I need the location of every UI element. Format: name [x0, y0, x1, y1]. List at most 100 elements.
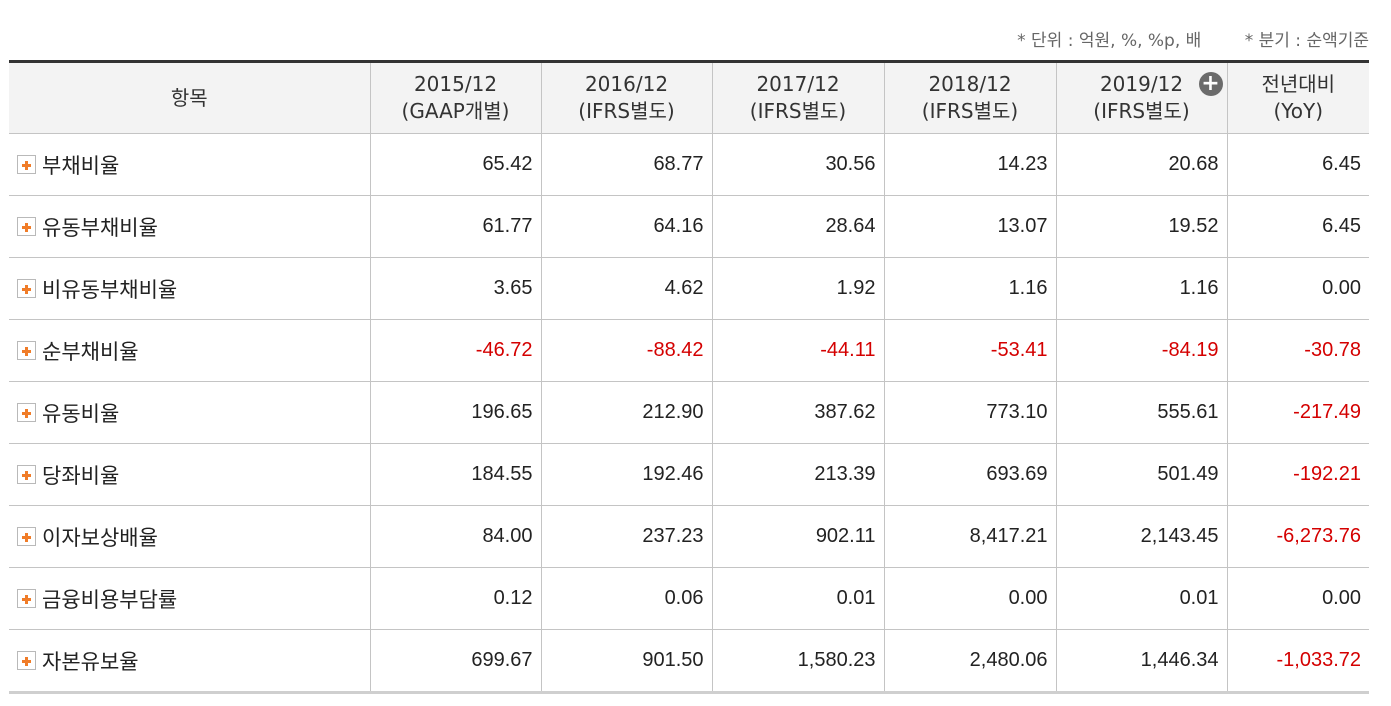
- financial-ratio-table: 항목 2015/12 (GAAP개별) 2016/12 (IFRS별도) 201…: [9, 60, 1369, 694]
- value-cell: 192.46: [540, 443, 712, 506]
- table-row: 비유동부채비율 3.65 4.62 1.92 1.16 1.16 0.00: [9, 257, 1369, 320]
- row-label: 유동비율: [42, 401, 120, 426]
- value-cell: -44.11: [711, 319, 884, 382]
- expand-row-icon[interactable]: [17, 279, 36, 298]
- expand-row-icon[interactable]: [17, 217, 36, 236]
- value-cell: 196.65: [369, 381, 541, 444]
- value-cell: -217.49: [1226, 381, 1369, 444]
- value-cell: 501.49: [1055, 443, 1227, 506]
- row-label-cell: 금융비용부담률: [9, 567, 370, 630]
- row-label-cell: 순부채비율: [9, 319, 370, 382]
- row-label: 부채비율: [42, 153, 120, 178]
- row-label: 순부채비율: [42, 339, 139, 364]
- value-cell: -84.19: [1055, 319, 1227, 382]
- value-cell: -88.42: [540, 319, 712, 382]
- value-cell: 2,143.45: [1055, 505, 1227, 568]
- row-label-cell: 자본유보율: [9, 629, 370, 694]
- row-label-cell: 이자보상배율: [9, 505, 370, 568]
- column-header-yoy: 전년대비 (YoY): [1226, 60, 1369, 134]
- value-cell: 213.39: [711, 443, 884, 506]
- table-row: 부채비율 65.42 68.77 30.56 14.23 20.68 6.45: [9, 133, 1369, 196]
- row-label-cell: 유동비율: [9, 381, 370, 444]
- value-cell: 13.07: [883, 195, 1056, 258]
- table-row: 금융비용부담률 0.12 0.06 0.01 0.00 0.01 0.00: [9, 567, 1369, 630]
- unit-note: * 단위 : 억원, %, %p, 배: [1017, 31, 1202, 51]
- value-cell: 773.10: [883, 381, 1056, 444]
- value-cell: 0.00: [883, 567, 1056, 630]
- column-header-period: 전년대비: [1261, 72, 1336, 96]
- expand-row-icon[interactable]: [17, 341, 36, 360]
- table-body: 부채비율 65.42 68.77 30.56 14.23 20.68 6.45 유동부채비율 6…: [9, 133, 1369, 694]
- column-header-item: 항목: [9, 60, 370, 134]
- value-cell: 237.23: [540, 505, 712, 568]
- column-header-basis: (IFRS별도): [1093, 99, 1190, 123]
- expand-row-icon[interactable]: [17, 403, 36, 422]
- value-cell: 84.00: [369, 505, 541, 568]
- value-cell: 1,446.34: [1055, 629, 1227, 694]
- value-cell: -30.78: [1226, 319, 1369, 382]
- table-row: 유동비율 196.65 212.90 387.62 773.10 555.61 -217.4…: [9, 381, 1369, 444]
- value-cell: 902.11: [711, 505, 884, 568]
- row-label-cell: 당좌비율: [9, 443, 370, 506]
- value-cell: 64.16: [540, 195, 712, 258]
- financial-ratio-table-container: 항목 2015/12 (GAAP개별) 2016/12 (IFRS별도) 201…: [9, 60, 1369, 694]
- value-cell: 184.55: [369, 443, 541, 506]
- header-row: 항목 2015/12 (GAAP개별) 2016/12 (IFRS별도) 201…: [9, 60, 1369, 134]
- expand-row-icon[interactable]: [17, 589, 36, 608]
- row-label: 이자보상배율: [42, 525, 158, 550]
- value-cell: 4.62: [540, 257, 712, 320]
- value-cell: 0.00: [1226, 567, 1369, 630]
- row-label: 금융비용부담률: [42, 587, 178, 612]
- value-cell: 0.12: [369, 567, 541, 630]
- value-cell: 699.67: [369, 629, 541, 694]
- value-cell: 6.45: [1226, 195, 1369, 258]
- basis-note: * 분기 : 순액기준: [1244, 31, 1369, 51]
- table-row: 자본유보율 699.67 901.50 1,580.23 2,480.06 1,446.3…: [9, 629, 1369, 694]
- value-cell: 0.01: [1055, 567, 1227, 630]
- value-cell: 693.69: [883, 443, 1056, 506]
- value-cell: 28.64: [711, 195, 884, 258]
- value-cell: 0.01: [711, 567, 884, 630]
- value-cell: 20.68: [1055, 133, 1227, 196]
- value-cell: 387.62: [711, 381, 884, 444]
- value-cell: 1.92: [711, 257, 884, 320]
- plus-circle-icon[interactable]: +: [1198, 72, 1223, 96]
- column-header-2018: 2018/12 (IFRS별도): [883, 60, 1056, 134]
- expand-row-icon[interactable]: [17, 155, 36, 174]
- value-cell: 1.16: [1055, 257, 1227, 320]
- column-header-period: 2015/12: [413, 72, 498, 96]
- column-header-basis: (GAAP개별): [401, 99, 510, 123]
- value-cell: 6.45: [1226, 133, 1369, 196]
- value-cell: 19.52: [1055, 195, 1227, 258]
- value-cell: -46.72: [369, 319, 541, 382]
- column-header-basis: (YoY): [1273, 99, 1324, 123]
- value-cell: 555.61: [1055, 381, 1227, 444]
- value-cell: 0.06: [540, 567, 712, 630]
- expand-row-icon[interactable]: [17, 465, 36, 484]
- expand-row-icon[interactable]: [17, 527, 36, 546]
- value-cell: 30.56: [711, 133, 884, 196]
- row-label-cell: 유동부채비율: [9, 195, 370, 258]
- row-label-cell: 비유동부채비율: [9, 257, 370, 320]
- value-cell: 68.77: [540, 133, 712, 196]
- value-cell: 14.23: [883, 133, 1056, 196]
- value-cell: 3.65: [369, 257, 541, 320]
- value-cell: 1,580.23: [711, 629, 884, 694]
- column-header-2017: 2017/12 (IFRS별도): [711, 60, 884, 134]
- column-header-period: 2017/12: [756, 72, 840, 96]
- column-header-basis: (IFRS별도): [921, 99, 1019, 123]
- value-cell: 901.50: [540, 629, 712, 694]
- column-header-period: 2018/12: [928, 72, 1012, 96]
- value-cell: 2,480.06: [883, 629, 1056, 694]
- value-cell: -53.41: [883, 319, 1056, 382]
- value-cell: 0.00: [1226, 257, 1369, 320]
- table-row: 순부채비율 -46.72 -88.42 -44.11 -53.41 -84.19 -30.7…: [9, 319, 1369, 382]
- column-header-2016: 2016/12 (IFRS별도): [540, 60, 712, 134]
- table-row: 유동부채비율 61.77 64.16 28.64 13.07 19.52 6.45: [9, 195, 1369, 258]
- column-header-2019: 2019/12 (IFRS별도) +: [1055, 60, 1227, 134]
- value-cell: -192.21: [1226, 443, 1369, 506]
- expand-row-icon[interactable]: [17, 651, 36, 670]
- value-cell: 65.42: [369, 133, 541, 196]
- value-cell: 212.90: [540, 381, 712, 444]
- row-label-cell: 부채비율: [9, 133, 370, 196]
